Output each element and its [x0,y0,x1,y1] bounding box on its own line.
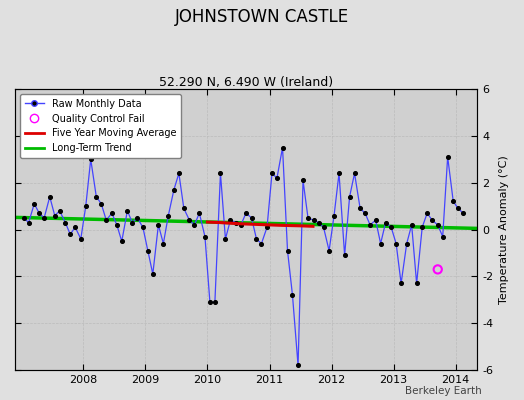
Point [50,212,59,219]
Legend: Raw Monthly Data, Quality Control Fail, Five Year Moving Average, Long-Term Tren: Raw Monthly Data, Quality Control Fail, … [20,94,181,158]
Point [242,210,250,216]
Point [309,217,318,223]
Point [113,222,121,228]
Point [372,217,380,223]
Point [278,144,287,151]
Point [35,210,43,216]
Point [174,170,183,176]
Point [206,299,214,305]
Point [361,210,369,216]
Point [454,205,462,212]
Point [211,299,219,305]
Point [381,219,390,226]
Text: JOHNSTOWN CASTLE: JOHNSTOWN CASTLE [175,8,349,26]
Point [139,224,147,230]
Point [180,205,188,212]
Point [117,238,126,244]
Point [345,194,354,200]
Point [201,233,209,240]
Point [341,252,349,258]
Point [319,224,328,230]
Point [366,222,374,228]
Y-axis label: Temperature Anomaly (°C): Temperature Anomaly (°C) [499,155,509,304]
Point [283,248,292,254]
Point [232,219,240,226]
Point [195,210,203,216]
Point [408,222,416,228]
Point [428,217,436,223]
Point [164,212,172,219]
Point [86,156,95,162]
Point [19,215,28,221]
Point [387,224,396,230]
Point [185,217,194,223]
Point [71,224,80,230]
Point [159,240,168,247]
Point [335,170,343,176]
Title: 52.290 N, 6.490 W (Ireland): 52.290 N, 6.490 W (Ireland) [159,76,333,89]
Point [288,292,297,298]
Point [268,170,276,176]
Point [30,200,38,207]
Point [149,271,157,277]
Point [263,224,271,230]
Point [433,266,442,272]
Point [216,170,225,176]
Point [97,200,105,207]
Point [25,219,33,226]
Point [449,198,457,205]
Point [107,210,116,216]
Point [418,224,427,230]
Point [123,208,132,214]
Point [443,154,452,160]
Point [237,222,245,228]
Point [221,236,230,242]
Text: Berkeley Earth: Berkeley Earth [406,386,482,396]
Point [92,194,101,200]
Point [102,217,111,223]
Point [247,215,256,221]
Point [190,222,199,228]
Point [299,177,307,184]
Point [330,212,339,219]
Point [128,219,137,226]
Point [397,280,405,287]
Point [314,219,323,226]
Point [459,210,467,216]
Point [392,240,400,247]
Point [325,248,333,254]
Point [433,222,442,228]
Point [376,240,385,247]
Point [356,205,364,212]
Point [402,240,411,247]
Point [252,236,260,242]
Point [273,175,281,181]
Point [40,215,48,221]
Point [61,219,70,226]
Point [412,280,421,287]
Point [304,215,312,221]
Point [133,215,141,221]
Point [170,186,178,193]
Point [294,362,302,369]
Point [144,248,152,254]
Point [154,222,162,228]
Point [56,208,64,214]
Point [439,233,447,240]
Point [351,170,359,176]
Point [66,231,74,238]
Point [226,217,235,223]
Point [82,203,90,209]
Point [46,194,54,200]
Point [423,210,431,216]
Point [77,236,85,242]
Point [257,240,266,247]
